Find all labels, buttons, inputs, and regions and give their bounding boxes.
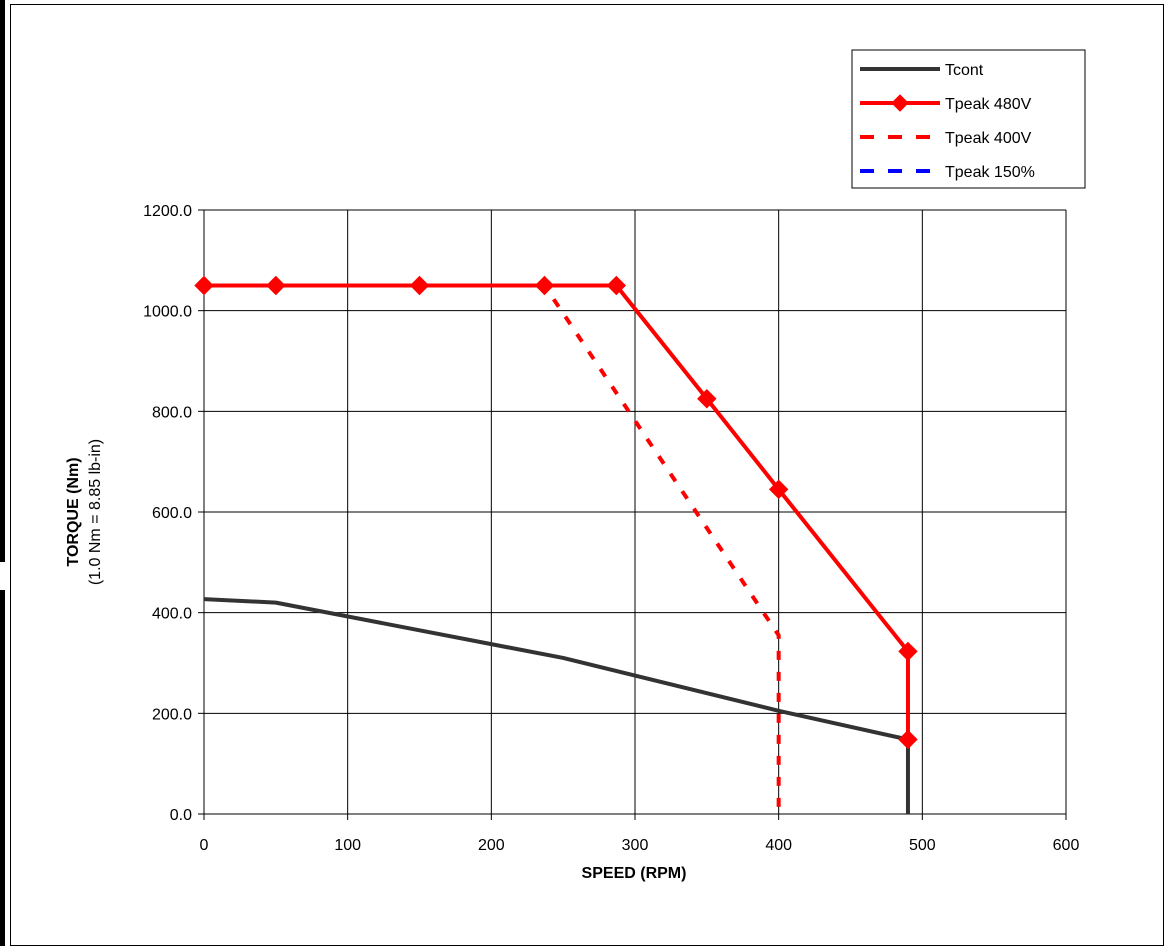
legend-label: Tpeak 150% (945, 164, 1035, 181)
x-tick-label: 600 (1053, 837, 1080, 854)
x-tick-label: 0 (200, 837, 209, 854)
y-tick-label: 400.0 (152, 606, 192, 623)
x-axis-title: SPEED (RPM) (582, 865, 687, 882)
x-tick-label: 100 (334, 837, 361, 854)
y-axis-title: TORQUE (Nm) (65, 457, 82, 566)
series-line (204, 283, 910, 740)
legend-item: Tcont (860, 62, 984, 79)
legend-label: Tpeak 480V (945, 96, 1032, 113)
y-tick-label: 800.0 (152, 404, 192, 421)
y-axis-subtitle: (1.0 Nm = 8.85 lb-in) (87, 439, 104, 585)
x-tick-label: 200 (478, 837, 505, 854)
legend-label: Tpeak 400V (945, 130, 1032, 147)
x-tick-label: 300 (622, 837, 649, 854)
x-tick-label: 400 (765, 837, 792, 854)
y-tick-label: 600.0 (152, 505, 192, 522)
series-line (203, 597, 910, 814)
data-point-marker (266, 275, 286, 296)
y-tick-label: 0.0 (170, 807, 192, 824)
y-tick-label: 1200.0 (143, 203, 192, 220)
legend-box (851, 49, 1086, 189)
legend-item: Tpeak 480V (860, 94, 1032, 113)
data-point-marker (194, 275, 214, 296)
data-point-marker (606, 275, 627, 296)
legend-label: Tcont (945, 62, 984, 79)
grid (204, 209, 1067, 814)
y-tick-label: 1000.0 (143, 304, 192, 321)
left-edge-bar (0, 590, 5, 946)
legend: Tcont Tpeak 480V Tpeak 400V Tpeak 150% (851, 49, 1086, 189)
data-point-marker (768, 479, 789, 500)
data-point-marker (409, 275, 430, 296)
data-point-marker (697, 389, 717, 409)
x-tick-label: 500 (909, 837, 936, 854)
y-tick-label: 200.0 (152, 706, 192, 723)
data-point-marker (534, 275, 555, 296)
legend-item: Tpeak 400V (860, 130, 1032, 147)
series-0 (203, 597, 910, 814)
legend-marker (891, 94, 909, 112)
series-1 (194, 275, 918, 750)
legend-item: Tpeak 150% (860, 164, 1035, 181)
data-point-marker (898, 641, 918, 662)
tick-labels: 0 100 200 300 400 500 600 0.0 200.0 400.0 600.0 800… (143, 203, 1079, 854)
data-point-marker (898, 729, 918, 750)
left-edge-bar (0, 0, 5, 562)
series-layer (194, 275, 918, 814)
